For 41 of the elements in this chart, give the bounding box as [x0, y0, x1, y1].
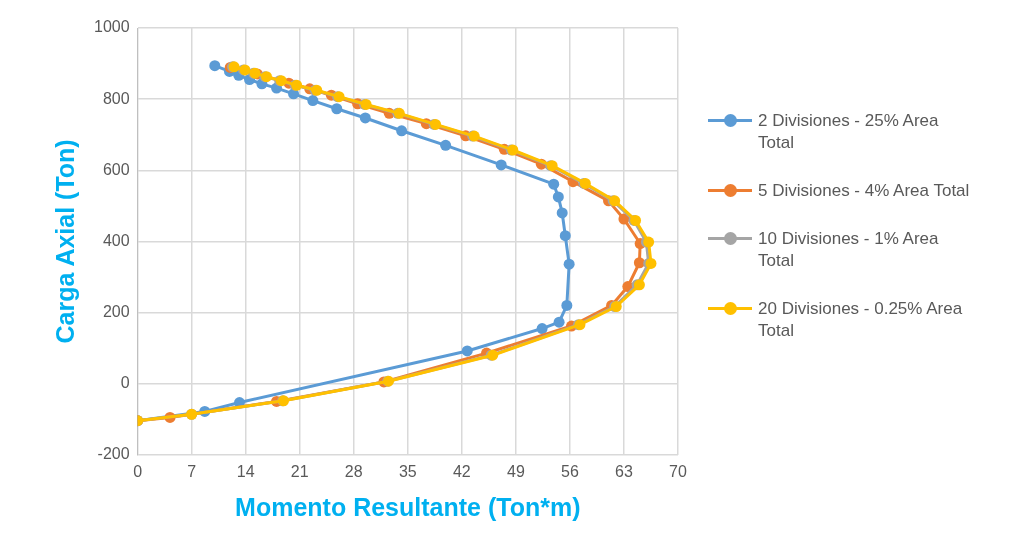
point: [307, 95, 319, 107]
point: [552, 191, 564, 203]
x-tick-label: 35: [398, 462, 417, 480]
y-tick-label: 1000: [94, 18, 130, 36]
point: [440, 139, 452, 151]
y-tick-label: -200: [97, 445, 130, 463]
point: [548, 178, 560, 190]
point: [556, 207, 568, 219]
y-tick-label: 800: [102, 89, 130, 107]
point: [461, 345, 473, 357]
point: [396, 125, 408, 137]
point: [559, 230, 571, 242]
point: [633, 257, 645, 269]
y-tick-label: 0: [120, 374, 130, 392]
point: [553, 316, 565, 328]
legend-label: 10 Divisiones - 1% Area Total: [758, 227, 940, 272]
x-tick-label: 56: [561, 462, 579, 480]
point: [561, 299, 573, 311]
legend-label: 2 Divisiones - 25% Area Total: [758, 109, 940, 154]
x-tick-label: 49: [506, 462, 525, 480]
point: [209, 60, 221, 72]
legend-label: 20 Divisiones - 0.25% Area Total: [758, 297, 964, 342]
x-tick-label: 14: [236, 462, 255, 480]
y-tick-label: 400: [102, 231, 130, 249]
legend-label: 5 Divisiones - 4% Area Total: [758, 179, 970, 202]
x-tick-label: 42: [452, 462, 471, 480]
y-tick-label: 600: [102, 160, 130, 178]
x-tick-label: 0: [133, 462, 143, 480]
point: [359, 112, 371, 124]
x-axis-title: Momento Resultante (Ton*m): [235, 492, 581, 521]
y-axis-title: Carga Axial (Ton): [50, 139, 79, 344]
x-tick-label: 7: [187, 462, 197, 480]
x-tick-label: 28: [344, 462, 363, 480]
y-tick-label: 200: [102, 302, 130, 320]
x-tick-label: 63: [615, 462, 633, 480]
point: [331, 103, 343, 115]
point: [495, 159, 507, 171]
point: [536, 323, 548, 335]
x-tick-label: 21: [290, 462, 309, 480]
point: [563, 258, 575, 270]
x-tick-label: 70: [669, 462, 687, 480]
